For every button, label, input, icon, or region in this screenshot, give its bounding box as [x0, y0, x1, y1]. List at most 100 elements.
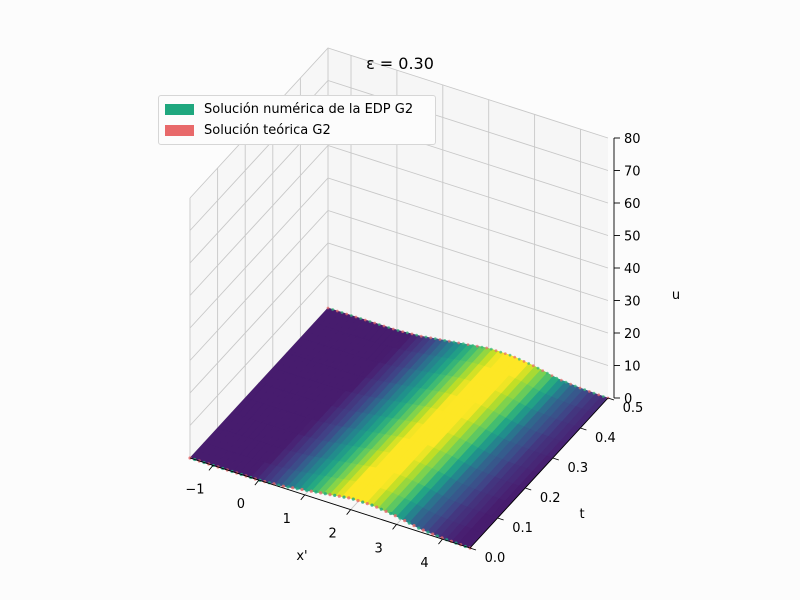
- surface-edge-marker: [424, 335, 428, 339]
- surface-edge-marker: [323, 492, 327, 496]
- legend-label-numeric: Solución numérica de la EDP G2: [204, 101, 414, 117]
- y-tick-mark: [607, 397, 615, 401]
- surface-edge-marker: [426, 530, 430, 534]
- surface-edge-marker: [361, 500, 365, 504]
- surface-edge-marker: [286, 485, 290, 489]
- z-tick-label: 30: [624, 295, 641, 310]
- grid-line-z: [189, 274, 609, 426]
- legend-swatch-numeric: [165, 103, 194, 115]
- surface-edge-marker: [578, 386, 582, 390]
- surface-edge-marker: [370, 503, 374, 507]
- surface-edge-marker: [489, 347, 493, 351]
- surface-edge-marker: [351, 497, 355, 501]
- z-tick-label: 80: [624, 132, 641, 147]
- surface-edge-marker: [403, 519, 407, 523]
- surface-edge-marker: [349, 314, 353, 317]
- surface-edge-marker: [555, 376, 559, 380]
- surface-edge-marker: [522, 360, 526, 363]
- surface-edge-marker: [337, 494, 341, 498]
- surface-edge-marker: [601, 395, 605, 398]
- surface-edge-marker: [305, 488, 309, 492]
- y-tick-mark: [552, 457, 559, 461]
- surface-edge-marker: [412, 524, 416, 528]
- surface-edge-marker: [415, 333, 419, 337]
- surface-edge-marker: [541, 369, 545, 372]
- surface-edge-marker: [431, 532, 435, 536]
- surface-edge-marker: [401, 330, 405, 333]
- surface-edge-marker: [375, 505, 379, 509]
- surface-edge-marker: [508, 353, 512, 357]
- x-tick-mark: [208, 465, 214, 471]
- grid-line-z: [189, 144, 609, 296]
- surface-edge-marker: [597, 393, 601, 397]
- x-tick-label: 1: [283, 512, 291, 527]
- surface-edge-marker: [429, 336, 433, 340]
- surface-edge-marker: [295, 487, 299, 491]
- surface-edge-marker: [291, 486, 295, 490]
- surface-edge-marker: [494, 349, 498, 352]
- legend: Solución numérica de la EDP G2 Solución …: [158, 95, 436, 145]
- surface-edge-marker: [480, 345, 484, 349]
- z-tick-label: 40: [624, 262, 641, 277]
- surface-edge-marker: [345, 312, 349, 316]
- surface-edge-marker: [569, 382, 573, 386]
- surface-edge-marker: [281, 484, 285, 488]
- surface-edge-marker: [319, 491, 323, 495]
- grid-line-z: [189, 177, 609, 329]
- surface-edge-marker: [573, 384, 577, 388]
- x-tick-mark: [254, 479, 260, 486]
- surface-edge-marker: [384, 509, 388, 513]
- surface-edge-marker: [393, 514, 397, 518]
- x-tick-label: 2: [329, 527, 337, 542]
- surface-edge-marker: [342, 495, 346, 499]
- x-tick-mark: [392, 524, 397, 530]
- surface-edge-marker: [527, 362, 531, 365]
- y-tick-mark: [525, 487, 532, 491]
- surface-edge-marker: [536, 366, 540, 370]
- surface-edge-marker: [368, 320, 372, 323]
- surface-edge-marker: [564, 380, 568, 384]
- y-axis-label: t: [579, 507, 584, 522]
- surface-edge-marker: [471, 344, 475, 347]
- x-axis-label: x': [296, 549, 307, 564]
- legend-item-numeric: Solución numérica de la EDP G2: [165, 101, 413, 117]
- surface-edge-marker: [347, 496, 351, 500]
- z-tick-label: 70: [624, 165, 641, 180]
- x-tick-label: 4: [420, 556, 428, 571]
- surface-edge-marker: [326, 306, 330, 310]
- surface-edge-marker: [359, 317, 363, 320]
- surface-edge-marker: [452, 340, 456, 344]
- y-tick-label: 0.1: [512, 521, 533, 536]
- surface-edge-marker: [300, 487, 304, 492]
- surface-edge-marker: [531, 364, 535, 368]
- surface-edge-marker: [583, 388, 587, 392]
- x-tick-mark: [438, 538, 443, 545]
- x-tick-label: 0: [237, 497, 245, 512]
- surface-edge-marker: [485, 346, 489, 350]
- surface-edge-marker: [466, 343, 470, 346]
- y-tick-label: 0.4: [595, 431, 616, 446]
- grid-line-z: [189, 47, 609, 199]
- y-tick-label: 0.0: [485, 551, 506, 566]
- surface-edge-marker: [587, 390, 591, 393]
- surface-edge-marker: [433, 337, 437, 341]
- legend-item-theoretical: Solución teórica G2: [165, 122, 331, 138]
- surface-edge-marker: [379, 507, 383, 511]
- surface-edge-marker: [550, 374, 554, 377]
- y-tick-label: 0.5: [623, 401, 644, 416]
- y-tick-label: 0.2: [540, 491, 561, 506]
- surface-edge-marker: [559, 378, 563, 382]
- grid-line-z: [189, 209, 609, 361]
- surface-edge-marker: [363, 318, 367, 322]
- surface-edge-marker: [377, 323, 381, 326]
- x-tick-mark: [346, 509, 352, 515]
- surface-edge-marker: [457, 341, 461, 345]
- surface: [188, 306, 610, 550]
- x-axis-line: [189, 457, 471, 549]
- surface-edge-marker: [421, 528, 425, 532]
- surface-edge-marker: [461, 342, 465, 346]
- y-axis-line: [469, 397, 609, 549]
- z-tick-label: 10: [624, 360, 641, 375]
